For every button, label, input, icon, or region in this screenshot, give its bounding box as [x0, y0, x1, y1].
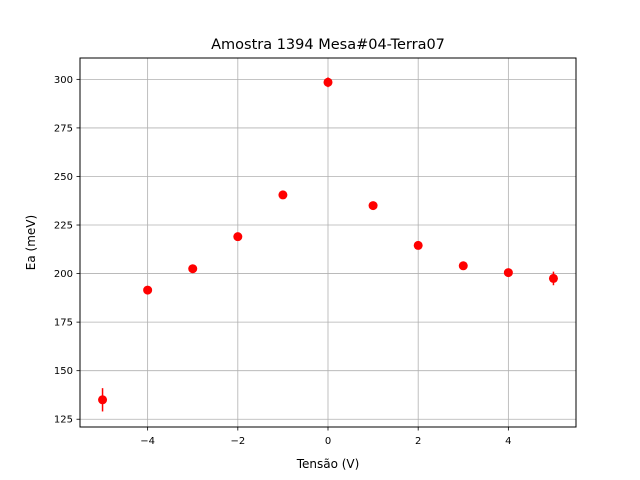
- x-tick-label: 4: [505, 436, 511, 447]
- data-point: [548, 273, 558, 283]
- x-tick-label: 0: [325, 436, 331, 447]
- y-tick-label: 125: [54, 415, 73, 426]
- y-tick-label: 200: [54, 269, 73, 280]
- x-axis-label: Tensão (V): [296, 457, 360, 471]
- y-tick-label: 150: [54, 366, 73, 377]
- data-point: [503, 268, 513, 278]
- data-point: [143, 285, 153, 295]
- data-points: [98, 77, 558, 412]
- y-tick-label: 175: [54, 318, 73, 329]
- data-point: [368, 201, 378, 211]
- data-point: [458, 261, 468, 271]
- y-axis-ticks: 125 150 175 200 225 250 275 300: [54, 75, 80, 426]
- x-tick-label: −2: [230, 436, 245, 447]
- y-tick-label: 250: [54, 172, 73, 183]
- x-tick-label: −4: [140, 436, 155, 447]
- y-tick-label: 300: [54, 75, 73, 86]
- y-tick-label: 225: [54, 221, 73, 232]
- y-tick-label: 275: [54, 123, 73, 134]
- data-point: [98, 395, 108, 405]
- data-point: [323, 77, 333, 87]
- x-tick-label: 2: [415, 436, 421, 447]
- data-point: [413, 240, 423, 250]
- x-axis-ticks: −4 −2 0 2 4: [140, 427, 512, 447]
- data-point: [278, 190, 288, 200]
- chart-title: Amostra 1394 Mesa#04-Terra07: [211, 37, 445, 53]
- y-axis-label: Ea (meV): [24, 215, 38, 270]
- data-point: [188, 264, 198, 274]
- data-point: [233, 232, 243, 242]
